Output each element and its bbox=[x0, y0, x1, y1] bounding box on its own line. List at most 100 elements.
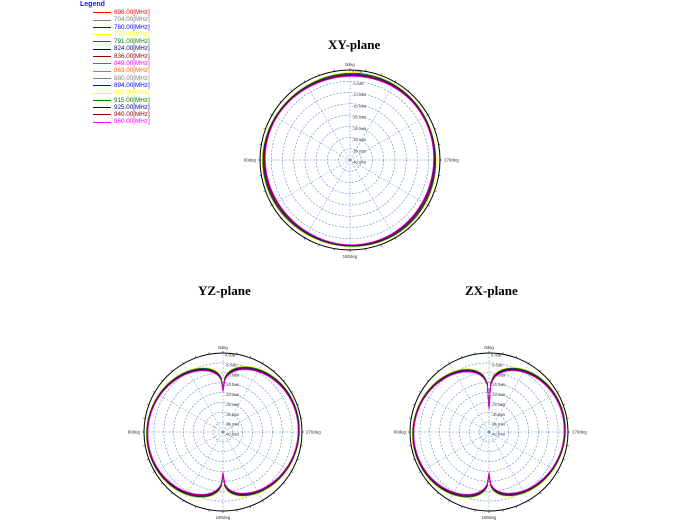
outer-tick bbox=[426, 482, 429, 485]
legend-label: 760.00[MHz] bbox=[114, 23, 150, 31]
outer-tick bbox=[290, 228, 293, 231]
outer-tick bbox=[436, 369, 439, 372]
legend-item: 791.00[MHz] bbox=[80, 38, 170, 45]
series-trace bbox=[413, 370, 565, 495]
legend-label: 704.00[MHz] bbox=[114, 16, 150, 24]
radial-label: -30.0dB bbox=[491, 412, 505, 417]
outer-tick bbox=[515, 506, 517, 509]
legend-swatch bbox=[93, 121, 111, 123]
grid-spoke bbox=[222, 431, 263, 501]
outer-tick bbox=[549, 379, 552, 382]
grid-ring bbox=[212, 421, 234, 443]
radial-label: -5.0dB bbox=[225, 362, 237, 367]
grid-spoke bbox=[222, 363, 263, 433]
outer-tick bbox=[407, 89, 410, 92]
outer-tick bbox=[407, 228, 410, 231]
outer-tick bbox=[412, 404, 415, 406]
angle-label-top: 0deg bbox=[218, 345, 228, 350]
legend-label: 925.00[MHz] bbox=[114, 103, 150, 111]
outer-tick bbox=[549, 482, 552, 485]
outer-tick bbox=[380, 244, 382, 247]
legend-label: 791.00[MHz] bbox=[114, 38, 150, 46]
legend: Legend 698.00[MHz] 704.00[MHz] 760.00[MHz]… bbox=[80, 0, 170, 126]
outer-tick bbox=[279, 217, 282, 220]
outer-tick bbox=[297, 458, 300, 460]
radial-label: -20.0dB bbox=[225, 392, 239, 397]
legend-swatch bbox=[93, 63, 111, 65]
outer-tick bbox=[262, 500, 264, 503]
outer-tick bbox=[160, 482, 163, 485]
series-trace bbox=[264, 75, 435, 246]
legend-label: 960.00[MHz] bbox=[114, 118, 150, 126]
legend-label: 863.00[MHz] bbox=[114, 67, 150, 75]
outer-tick bbox=[273, 369, 276, 372]
yz-plane-title: YZ-plane bbox=[198, 283, 251, 298]
grid-spoke bbox=[271, 159, 351, 206]
outer-tick bbox=[434, 190, 437, 192]
outer-tick bbox=[418, 100, 421, 103]
outer-tick bbox=[297, 404, 300, 406]
legend-label: 880.00[MHz] bbox=[114, 74, 150, 82]
xy-plane-chart: 0.0dB -5.0dB -10.0dB -15.0dB -20.0dB -25.0dB -… bbox=[244, 62, 459, 259]
radial-label: 0.0dB bbox=[491, 353, 502, 358]
outer-tick bbox=[146, 404, 149, 406]
outer-tick bbox=[249, 506, 251, 509]
grid-spoke bbox=[349, 159, 429, 206]
grid-ring bbox=[478, 421, 500, 443]
grid-ring bbox=[429, 372, 549, 492]
radial-label: -40.0dB bbox=[352, 160, 366, 165]
outer-tick bbox=[528, 361, 530, 364]
outer-tick bbox=[195, 355, 197, 358]
legend-label: 836.00[MHz] bbox=[114, 52, 150, 60]
outer-tick bbox=[436, 492, 439, 495]
legend-item: 776.00[MHz] bbox=[80, 31, 170, 38]
radial-label: -30.0dB bbox=[352, 137, 366, 142]
legend-swatch bbox=[93, 41, 111, 43]
grid-spoke bbox=[449, 431, 490, 501]
legend-item: 849.00[MHz] bbox=[80, 60, 170, 67]
radial-label: -35.0dB bbox=[491, 422, 505, 427]
radial-label: -15.0dB bbox=[491, 382, 505, 387]
outer-tick bbox=[249, 355, 251, 358]
grid-spoke bbox=[488, 363, 529, 433]
radial-label: -15.0dB bbox=[352, 103, 366, 108]
legend-swatch bbox=[93, 48, 111, 50]
outer-tick bbox=[448, 361, 450, 364]
outer-tick bbox=[434, 128, 437, 130]
legend-label: 902.00[MHz] bbox=[114, 89, 150, 97]
outer-tick bbox=[273, 492, 276, 495]
grid-ring bbox=[468, 411, 510, 453]
outer-tick bbox=[152, 471, 155, 473]
grid-ring bbox=[304, 114, 396, 206]
outer-tick bbox=[262, 361, 264, 364]
outer-tick bbox=[515, 355, 517, 358]
grid-spoke bbox=[349, 159, 396, 239]
radial-label: -25.0dB bbox=[491, 402, 505, 407]
legend-label: 849.00[MHz] bbox=[114, 60, 150, 68]
angle-label-left: 90deg bbox=[128, 430, 141, 435]
outer-tick bbox=[394, 237, 397, 240]
grid-ring bbox=[419, 362, 559, 502]
outer-tick bbox=[318, 73, 320, 76]
angle-label-top: 0deg bbox=[345, 62, 355, 67]
legend-label: 940.00[MHz] bbox=[114, 111, 150, 119]
outer-tick bbox=[170, 369, 173, 372]
legend-item: 836.00[MHz] bbox=[80, 53, 170, 60]
radial-label: -20.0dB bbox=[352, 115, 366, 120]
legend-swatch bbox=[93, 77, 111, 79]
legend-swatch bbox=[93, 85, 111, 87]
series-trace bbox=[261, 72, 437, 248]
outer-tick bbox=[291, 391, 294, 393]
outer-tick bbox=[380, 73, 382, 76]
legend-item: 824.00[MHz] bbox=[80, 45, 170, 52]
legend-item: 698.00[MHz] bbox=[80, 9, 170, 16]
outer-tick bbox=[283, 379, 286, 382]
series-trace bbox=[262, 73, 437, 247]
legend-title: Legend bbox=[80, 1, 105, 8]
legend-list: 698.00[MHz] 704.00[MHz] 760.00[MHz] 776.00[… bbox=[80, 9, 170, 126]
angle-label-right: 270deg bbox=[444, 158, 459, 163]
grid-ring bbox=[202, 411, 244, 453]
legend-swatch bbox=[93, 107, 111, 109]
outer-tick bbox=[394, 80, 397, 83]
radial-label: -25.0dB bbox=[352, 126, 366, 131]
